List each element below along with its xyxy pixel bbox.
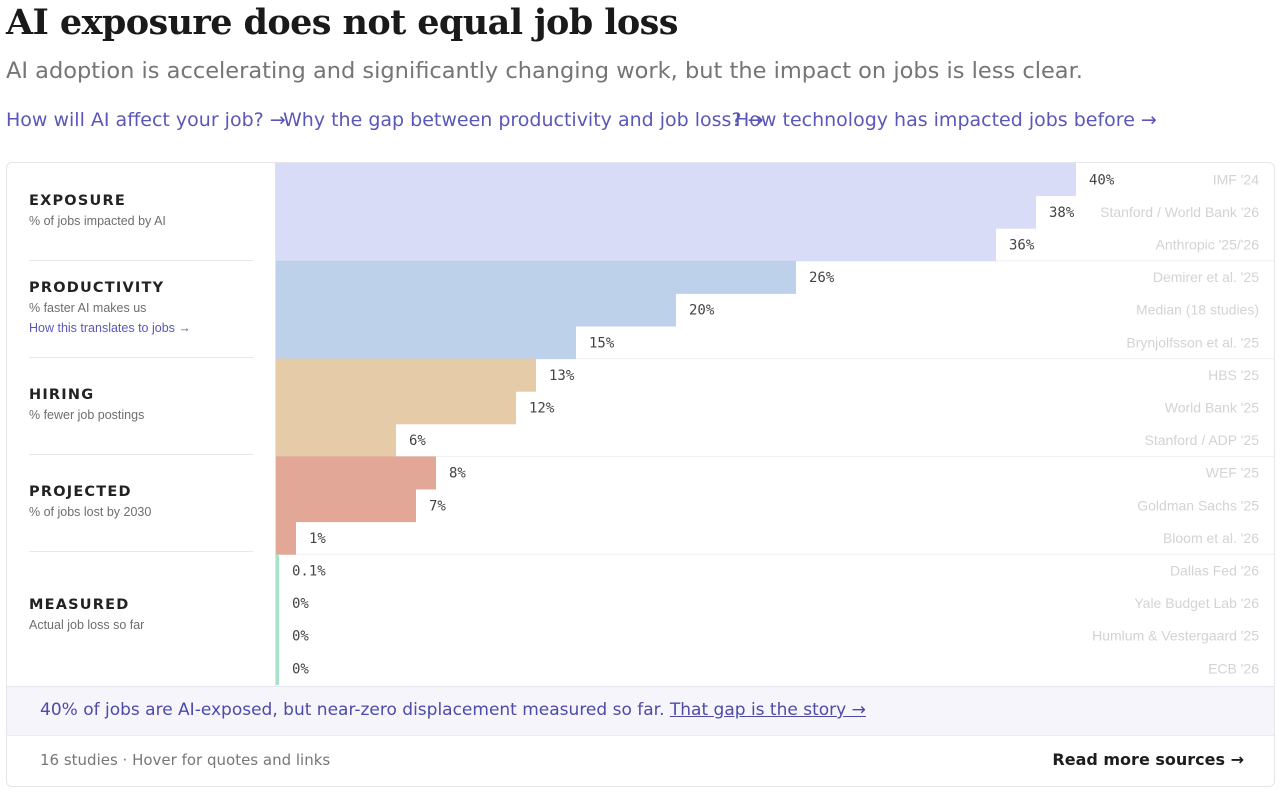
source-label[interactable]: Bloom et al. '26 — [1163, 530, 1259, 546]
category-divider — [29, 260, 253, 261]
bar-projected-1[interactable] — [276, 456, 436, 490]
productivity-jobs-link[interactable]: How this translates to jobs → — [29, 321, 191, 335]
category-divider — [29, 551, 253, 552]
value-label: 15% — [589, 335, 615, 351]
value-label: 40% — [1089, 172, 1115, 188]
bar-productivity-3[interactable] — [276, 326, 576, 360]
value-label: 0% — [292, 661, 309, 677]
bar-projected-2[interactable] — [276, 489, 416, 523]
source-label[interactable]: Humlum & Vestergaard '25 — [1092, 628, 1259, 644]
source-label[interactable]: IMF '24 — [1213, 171, 1259, 187]
value-label: 13% — [549, 368, 575, 384]
source-label[interactable]: HBS '25 — [1208, 367, 1259, 383]
category-description: Actual job loss so far — [29, 618, 145, 632]
source-label[interactable]: Goldman Sachs '25 — [1137, 497, 1259, 513]
source-label[interactable]: WEF '25 — [1206, 465, 1259, 481]
nav-link-affect-your-job[interactable]: How will AI affect your job? → — [6, 109, 286, 131]
page-subtitle: AI adoption is accelerating and signific… — [6, 58, 1083, 84]
value-label: 7% — [429, 498, 446, 514]
bar-measured-2[interactable] — [276, 586, 279, 620]
value-label: 0% — [292, 629, 309, 645]
source-label[interactable]: Yale Budget Lab '26 — [1134, 595, 1259, 611]
category-title: EXPOSURE — [29, 193, 126, 209]
category-hiring: HIRING % fewer job postings — [29, 387, 253, 422]
value-label: 20% — [689, 303, 715, 319]
category-title: MEASURED — [29, 597, 130, 613]
value-label: 36% — [1009, 238, 1035, 254]
source-label[interactable]: Brynjolfsson et al. '25 — [1126, 334, 1259, 350]
category-description: % fewer job postings — [29, 408, 145, 422]
value-label: 1% — [309, 531, 326, 547]
category-measured: MEASURED Actual job loss so far — [29, 597, 253, 632]
value-label: 8% — [449, 466, 466, 482]
bar-measured-1[interactable] — [276, 554, 279, 588]
value-label: 12% — [529, 401, 555, 417]
bar-measured-4[interactable] — [276, 652, 279, 686]
value-label: 26% — [809, 270, 835, 286]
nav-link-productivity-gap[interactable]: Why the gap between productivity and job… — [283, 109, 764, 131]
category-divider — [29, 357, 253, 358]
source-label[interactable]: World Bank '25 — [1165, 400, 1259, 416]
category-productivity: PRODUCTIVITY % faster AI makes us How th… — [29, 280, 253, 335]
category-description: % of jobs lost by 2030 — [29, 505, 152, 519]
category-title: HIRING — [29, 387, 95, 403]
source-label[interactable]: Stanford / ADP '25 — [1145, 432, 1260, 448]
category-title: PRODUCTIVITY — [29, 280, 165, 296]
bar-chart: 40% IMF '24 38% Stanford / World Bank '26 36… — [276, 163, 1274, 686]
studies-count: 16 studies · Hover for quotes and links — [40, 751, 331, 769]
category-projected: PROJECTED % of jobs lost by 2030 — [29, 484, 253, 519]
bar-exposure-1[interactable] — [276, 163, 1076, 197]
summary-statement: 40% of jobs are AI-exposed, but near-zer… — [40, 700, 670, 720]
value-label: 0% — [292, 596, 309, 612]
bar-hiring-2[interactable] — [276, 391, 516, 425]
bar-exposure-3[interactable] — [276, 228, 996, 262]
summary-text: 40% of jobs are AI-exposed, but near-zer… — [40, 700, 866, 720]
source-label[interactable]: Demirer et al. '25 — [1153, 269, 1259, 285]
gap-story-link[interactable]: That gap is the story → — [669, 700, 866, 720]
category-description: % of jobs impacted by AI — [29, 214, 166, 228]
read-more-sources-link[interactable]: Read more sources → — [1052, 750, 1244, 769]
bar-exposure-2[interactable] — [276, 195, 1036, 229]
category-divider — [29, 454, 253, 455]
category-description: % faster AI makes us — [29, 301, 147, 315]
value-label: 0.1% — [292, 564, 326, 580]
value-label: 6% — [409, 433, 426, 449]
source-label[interactable]: Median (18 studies) — [1136, 302, 1259, 318]
value-label: 38% — [1049, 205, 1075, 221]
summary-banner: 40% of jobs are AI-exposed, but near-zer… — [7, 686, 1274, 736]
page-title: AI exposure does not equal job loss — [6, 2, 679, 43]
chart-card: EXPOSURE % of jobs impacted by AI PRODUC… — [6, 162, 1275, 787]
source-label[interactable]: ECB '26 — [1208, 660, 1259, 676]
bar-hiring-1[interactable] — [276, 358, 536, 392]
source-label[interactable]: Anthropic '25/'26 — [1156, 237, 1260, 253]
bar-hiring-3[interactable] — [276, 423, 396, 457]
bar-productivity-1[interactable] — [276, 260, 796, 294]
source-label[interactable]: Stanford / World Bank '26 — [1100, 204, 1259, 220]
category-exposure: EXPOSURE % of jobs impacted by AI — [29, 193, 253, 228]
bar-productivity-2[interactable] — [276, 293, 676, 327]
category-title: PROJECTED — [29, 484, 132, 500]
chart-axis-line — [275, 163, 276, 686]
bar-projected-3[interactable] — [276, 521, 296, 555]
bar-measured-3[interactable] — [276, 619, 279, 653]
nav-link-technology-history[interactable]: How technology has impacted jobs before … — [735, 109, 1157, 131]
source-label[interactable]: Dallas Fed '26 — [1170, 563, 1259, 579]
